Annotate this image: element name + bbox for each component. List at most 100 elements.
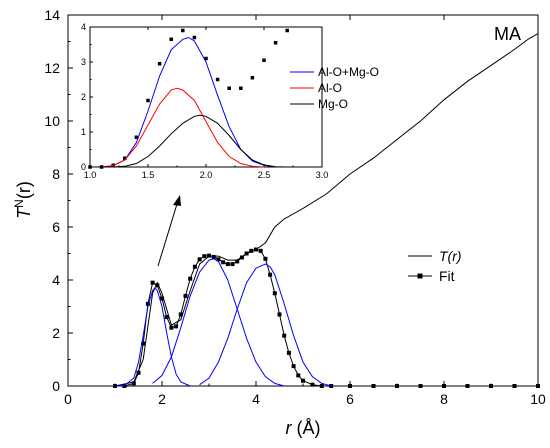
x-tick-label: 2.5: [258, 170, 271, 180]
y-tick-label: 2: [52, 325, 60, 341]
series-marker-1: [258, 248, 263, 253]
x-tick-label: 6: [346, 391, 354, 407]
series-marker-0: [123, 156, 127, 160]
series-marker-1: [268, 272, 273, 277]
series-marker-0: [239, 86, 243, 90]
series-marker-1: [536, 384, 540, 388]
y-axis-title: TN(r): [12, 181, 34, 219]
series-marker-1: [310, 382, 315, 387]
series-marker-0: [181, 28, 185, 33]
series-marker-0: [157, 62, 162, 66]
series-marker-1: [235, 259, 240, 264]
series-marker-1: [216, 257, 221, 262]
series-marker-1: [512, 384, 517, 388]
series-marker-1: [291, 364, 296, 369]
legend-label-t: T(r): [439, 248, 462, 264]
series-marker-1: [145, 301, 150, 306]
series-line-3: [152, 258, 285, 387]
series-marker-1: [244, 251, 249, 256]
series-marker-0: [227, 86, 231, 90]
zoom-arrow: [157, 195, 181, 267]
series-marker-1: [225, 262, 230, 267]
x-tick-label: 0: [64, 391, 72, 407]
series-marker-0: [250, 76, 255, 80]
series-marker-1: [136, 370, 141, 375]
series-marker-1: [160, 296, 164, 301]
series-marker-1: [192, 264, 197, 269]
series-marker-1: [169, 325, 174, 330]
x-tick-label: 3.0: [316, 170, 329, 180]
y-tick-label: 12: [44, 60, 60, 76]
series-marker-1: [301, 378, 305, 383]
inset-legend-label-mgo: Mg-O: [318, 97, 348, 111]
series-marker-0: [146, 98, 150, 103]
y-tick-label: 10: [44, 113, 60, 129]
series-marker-1: [211, 254, 216, 259]
x-axis-title: r (Å): [286, 418, 321, 438]
series-line-2: [114, 287, 191, 387]
inset-axes: 1.0 1.5 2.0 2.5 3.0 0 1 2 3 4: [81, 22, 328, 180]
legend-label-fit: Fit: [439, 268, 455, 284]
series-marker-1: [164, 315, 169, 320]
series-marker-1: [249, 248, 254, 253]
series-marker-1: [395, 384, 399, 388]
series-marker-1: [188, 276, 193, 281]
series-line-3: [90, 114, 288, 168]
inset-legend-label-alo-mgo: Al-O+Mg-O: [318, 65, 379, 79]
y-tick-label: 14: [44, 7, 60, 23]
series-marker-1: [277, 312, 282, 317]
series-marker-1: [465, 384, 470, 388]
x-tick-label: 1.5: [142, 170, 155, 180]
inset-background: [90, 27, 322, 167]
series-marker-1: [155, 283, 160, 288]
series-marker-1: [371, 384, 376, 388]
series-marker-1: [230, 262, 235, 267]
series-marker-1: [286, 350, 291, 355]
series-marker-1: [272, 291, 277, 296]
series-marker-1: [141, 341, 146, 346]
y-tick-label: 4: [81, 22, 86, 32]
series-marker-1: [207, 253, 211, 258]
series-marker-1: [221, 260, 226, 265]
x-tick-label: 2: [158, 391, 166, 407]
series-marker-1: [319, 384, 324, 388]
x-tick-label: 8: [440, 391, 448, 407]
series-marker-1: [239, 255, 244, 260]
series-marker-1: [442, 384, 446, 388]
series-marker-0: [192, 35, 197, 40]
series-marker-1: [197, 257, 202, 262]
series-marker-1: [282, 333, 287, 338]
series-marker-0: [285, 28, 289, 33]
series-marker-1: [254, 247, 258, 252]
inset-series: [88, 28, 289, 169]
series-marker-1: [150, 280, 155, 285]
series-marker-0: [262, 58, 266, 62]
series-marker-0: [134, 135, 139, 139]
y-tick-label: 0: [81, 162, 86, 172]
x-tick-label: 2.0: [200, 170, 213, 180]
main-legend: T(r) Fit: [408, 248, 462, 284]
series-marker-1: [174, 324, 179, 329]
series-marker-0: [215, 77, 220, 82]
series-marker-1: [263, 256, 268, 261]
series-marker-1: [183, 293, 188, 298]
series-marker-1: [131, 381, 136, 386]
y-tick-label: 6: [52, 219, 60, 235]
corner-label: MA: [494, 24, 521, 44]
series-marker-1: [489, 384, 493, 388]
series-marker-1: [202, 254, 207, 259]
y-tick-label: 3: [81, 57, 86, 67]
series-line-2: [90, 87, 265, 168]
x-tick-label: 1.0: [84, 170, 97, 180]
legend-marker-fit: [417, 273, 423, 279]
y-tick-label: 1: [81, 127, 86, 137]
series-marker-0: [273, 41, 278, 45]
series-marker-1: [296, 373, 301, 378]
inset-legend: Al-O+Mg-O Al-O Mg-O: [290, 65, 379, 111]
x-tick-label: 10: [530, 391, 546, 407]
y-tick-label: 0: [52, 378, 60, 394]
y-tick-label: 8: [52, 166, 60, 182]
series-marker-1: [348, 384, 352, 388]
